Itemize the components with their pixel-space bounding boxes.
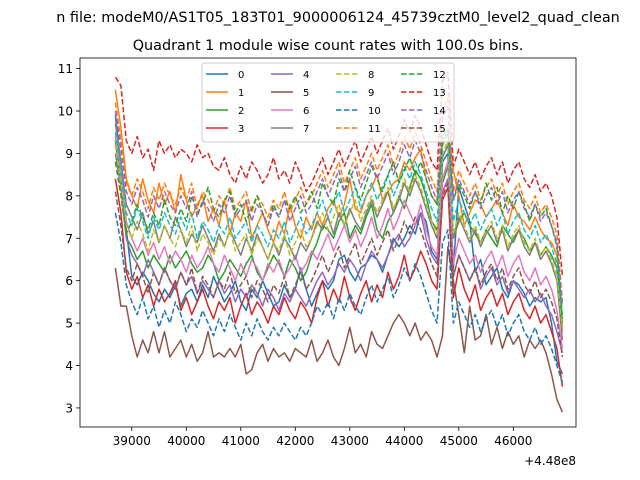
series-line-11 (114, 97, 564, 302)
x-tick-label: 42000 (276, 434, 314, 448)
series-line-4 (114, 153, 564, 353)
legend-label-5: 5 (303, 88, 309, 99)
series-line-12 (114, 131, 564, 319)
plot-frame (79, 57, 577, 428)
x-tick-label: 46000 (494, 434, 532, 448)
series-line-8 (114, 139, 564, 328)
series-line-13 (114, 72, 564, 277)
legend-label-9: 9 (368, 88, 374, 99)
legend-label-3: 3 (238, 124, 244, 135)
x-tick-label: 41000 (222, 434, 260, 448)
x-axis: 39000 40000 41000 42000 43000 44000 45000 46000 (113, 427, 532, 448)
legend-label-12: 12 (433, 70, 446, 81)
series-line-15 (114, 182, 564, 358)
x-tick-label: 40000 (167, 434, 205, 448)
legend-label-13: 13 (433, 88, 446, 99)
y-tick-label: 11 (58, 62, 73, 76)
series-line-9 (114, 127, 564, 315)
series-line-3 (114, 178, 564, 387)
legend-label-14: 14 (433, 106, 446, 117)
x-tick-label: 45000 (440, 434, 478, 448)
figure-suptitle: n file: modeM0/AS1T05_183T01_9000006124_… (56, 10, 620, 26)
y-tick-label: 7 (65, 232, 73, 246)
series-layer (114, 72, 564, 413)
legend-label-0: 0 (238, 70, 244, 81)
chart-title: Quadrant 1 module wise count rates with … (133, 38, 524, 54)
series-line-6 (114, 136, 564, 349)
legend-label-10: 10 (368, 106, 381, 117)
x-tick-label: 44000 (385, 434, 423, 448)
y-tick-label: 8 (65, 189, 73, 203)
x-tick-label: 39000 (113, 434, 151, 448)
x-axis-offset-label: +4.48e8 (524, 454, 576, 468)
legend-box (201, 62, 455, 143)
legend-label-11: 11 (368, 124, 381, 135)
y-tick-label: 5 (65, 317, 73, 331)
series-line-0 (114, 115, 564, 375)
y-tick-label: 4 (65, 359, 73, 373)
legend-label-1: 1 (238, 88, 244, 99)
series-line-7 (114, 123, 564, 341)
y-axis: 3 4 5 6 7 8 9 10 11 (58, 62, 80, 415)
legend-label-2: 2 (238, 106, 244, 117)
legend-label-4: 4 (303, 70, 309, 81)
y-tick-label: 9 (65, 147, 73, 161)
y-tick-label: 10 (58, 105, 73, 119)
y-tick-label: 3 (65, 401, 73, 415)
series-line-14 (114, 106, 564, 307)
y-tick-label: 6 (65, 274, 73, 288)
legend-label-8: 8 (368, 70, 374, 81)
series-line-5 (114, 245, 564, 413)
legend-label-15: 15 (433, 124, 446, 135)
x-tick-label: 43000 (331, 434, 369, 448)
legend-label-7: 7 (303, 124, 309, 135)
legend-label-6: 6 (303, 106, 309, 117)
